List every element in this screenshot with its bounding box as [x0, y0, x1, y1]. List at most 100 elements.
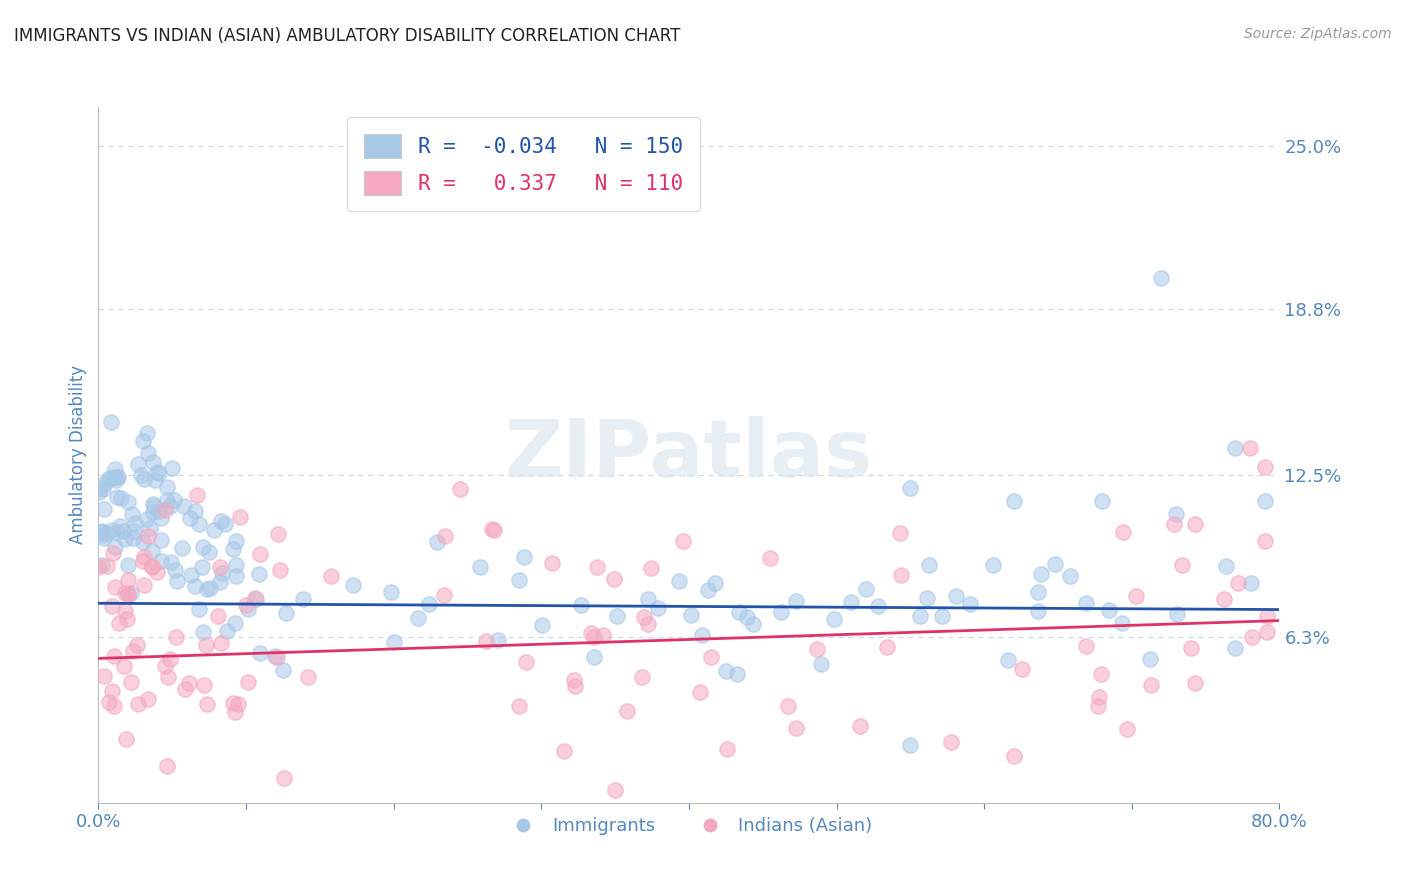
Point	[647, 601, 669, 615]
Point	[225, 569, 247, 583]
Point	[823, 612, 845, 626]
Point	[692, 628, 714, 642]
Point	[1140, 678, 1163, 692]
Point	[541, 557, 564, 571]
Point	[579, 625, 602, 640]
Point	[1150, 270, 1173, 285]
Point	[195, 697, 218, 711]
Text: Source: ZipAtlas.com: Source: ZipAtlas.com	[1244, 27, 1392, 41]
Point	[115, 732, 138, 747]
Point	[605, 782, 627, 797]
Point	[87, 481, 110, 495]
Point	[637, 617, 659, 632]
Point	[156, 759, 179, 773]
Point	[889, 526, 911, 541]
Point	[1111, 616, 1133, 631]
Point	[959, 597, 981, 611]
Point	[249, 646, 271, 660]
Point	[689, 685, 711, 699]
Point	[592, 627, 614, 641]
Point	[142, 498, 165, 512]
Point	[530, 617, 553, 632]
Point	[191, 540, 214, 554]
Point	[170, 541, 193, 556]
Point	[515, 655, 537, 669]
Point	[245, 592, 267, 607]
Point	[1163, 517, 1185, 532]
Point	[166, 574, 188, 589]
Point	[104, 580, 127, 594]
Point	[582, 630, 605, 644]
Point	[146, 565, 169, 579]
Point	[571, 598, 593, 612]
Point	[631, 670, 654, 684]
Point	[342, 578, 364, 592]
Point	[603, 572, 626, 586]
Point	[1076, 639, 1098, 653]
Point	[513, 549, 536, 564]
Point	[266, 650, 288, 665]
Point	[131, 434, 153, 448]
Point	[918, 558, 941, 572]
Point	[1116, 722, 1139, 736]
Point	[263, 648, 285, 663]
Point	[101, 599, 124, 614]
Point	[100, 523, 122, 537]
Point	[93, 476, 115, 491]
Point	[150, 554, 173, 568]
Point	[132, 554, 155, 568]
Point	[108, 519, 131, 533]
Point	[159, 652, 181, 666]
Point	[297, 670, 319, 684]
Point	[209, 514, 232, 528]
Point	[742, 616, 765, 631]
Point	[143, 474, 166, 488]
Point	[699, 649, 721, 664]
Point	[714, 664, 737, 678]
Point	[931, 608, 953, 623]
Point	[90, 524, 112, 539]
Point	[810, 657, 832, 672]
Point	[163, 493, 186, 508]
Point	[98, 471, 121, 485]
Point	[1166, 507, 1188, 521]
Point	[1091, 494, 1114, 508]
Point	[165, 630, 187, 644]
Point	[406, 611, 429, 625]
Point	[202, 523, 225, 537]
Point	[124, 516, 146, 531]
Point	[1256, 608, 1278, 623]
Point	[679, 608, 702, 623]
Point	[207, 609, 229, 624]
Point	[200, 581, 222, 595]
Point	[103, 698, 125, 713]
Point	[1254, 494, 1277, 508]
Point	[142, 505, 165, 519]
Point	[945, 589, 967, 603]
Legend: Immigrants, Indians (Asian): Immigrants, Indians (Asian)	[498, 810, 880, 842]
Point	[1087, 698, 1109, 713]
Point	[208, 560, 231, 574]
Point	[848, 719, 870, 733]
Point	[194, 639, 217, 653]
Point	[226, 697, 249, 711]
Point	[1139, 652, 1161, 666]
Point	[186, 488, 208, 502]
Point	[184, 504, 207, 518]
Point	[1256, 625, 1278, 640]
Point	[1031, 566, 1053, 581]
Point	[633, 610, 655, 624]
Point	[120, 585, 142, 599]
Point	[1002, 748, 1025, 763]
Point	[91, 527, 114, 541]
Y-axis label: Ambulatory Disability: Ambulatory Disability	[69, 366, 87, 544]
Point	[910, 609, 932, 624]
Point	[148, 504, 170, 518]
Point	[107, 616, 129, 631]
Point	[434, 529, 457, 543]
Point	[93, 482, 115, 496]
Point	[132, 550, 155, 565]
Point	[839, 595, 862, 609]
Point	[449, 482, 471, 496]
Point	[1171, 558, 1194, 572]
